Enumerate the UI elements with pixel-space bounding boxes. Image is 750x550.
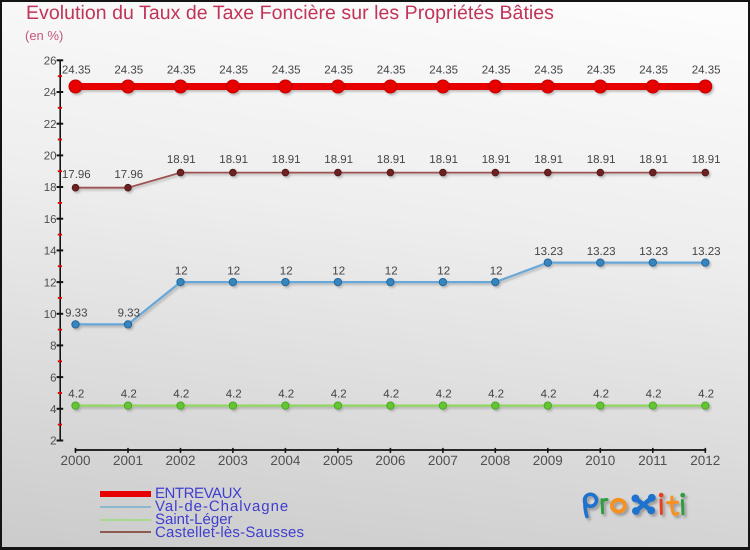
- svg-text:18.91: 18.91: [587, 154, 616, 166]
- svg-text:2000: 2000: [60, 453, 90, 468]
- svg-text:24.35: 24.35: [167, 65, 196, 77]
- svg-text:18.91: 18.91: [377, 154, 406, 166]
- svg-text:4.2: 4.2: [226, 388, 242, 400]
- svg-text:12: 12: [280, 265, 293, 277]
- svg-text:13.23: 13.23: [639, 246, 668, 258]
- svg-text:4: 4: [50, 404, 57, 416]
- svg-text:4.2: 4.2: [121, 388, 137, 400]
- svg-text:4.2: 4.2: [436, 388, 452, 400]
- svg-text:24: 24: [44, 87, 57, 99]
- svg-text:12: 12: [175, 265, 188, 277]
- svg-text:10: 10: [44, 309, 57, 321]
- svg-text:12: 12: [44, 277, 57, 289]
- svg-text:2001: 2001: [113, 453, 143, 468]
- svg-text:12: 12: [490, 265, 503, 277]
- svg-text:12: 12: [437, 265, 450, 277]
- svg-text:4.2: 4.2: [593, 388, 609, 400]
- svg-text:18.91: 18.91: [272, 154, 301, 166]
- svg-text:4.2: 4.2: [646, 388, 662, 400]
- svg-text:13.23: 13.23: [534, 246, 563, 258]
- svg-text:18.91: 18.91: [692, 154, 721, 166]
- svg-text:24.35: 24.35: [692, 65, 721, 77]
- svg-text:8: 8: [50, 341, 56, 353]
- svg-text:20: 20: [44, 151, 57, 163]
- svg-text:2008: 2008: [480, 453, 510, 468]
- svg-text:12: 12: [332, 265, 345, 277]
- svg-text:24.35: 24.35: [587, 65, 616, 77]
- svg-text:6: 6: [50, 372, 56, 384]
- svg-text:9.33: 9.33: [118, 308, 140, 320]
- svg-text:14: 14: [44, 246, 57, 258]
- svg-text:24.35: 24.35: [324, 65, 353, 77]
- svg-text:22: 22: [44, 119, 57, 131]
- svg-text:18.91: 18.91: [429, 154, 458, 166]
- svg-text:24.35: 24.35: [219, 65, 248, 77]
- svg-text:24.35: 24.35: [62, 65, 91, 77]
- svg-text:2002: 2002: [165, 453, 195, 468]
- svg-text:4.2: 4.2: [278, 388, 294, 400]
- svg-text:9.33: 9.33: [65, 308, 87, 320]
- svg-text:18.91: 18.91: [534, 154, 563, 166]
- svg-text:17.96: 17.96: [62, 169, 91, 181]
- svg-text:2003: 2003: [218, 453, 248, 468]
- svg-text:24.35: 24.35: [639, 65, 668, 77]
- svg-text:2: 2: [50, 436, 56, 448]
- svg-text:18.91: 18.91: [324, 154, 353, 166]
- svg-text:18.91: 18.91: [482, 154, 511, 166]
- svg-text:2012: 2012: [690, 453, 720, 468]
- svg-text:4.2: 4.2: [173, 388, 189, 400]
- svg-text:24.35: 24.35: [482, 65, 511, 77]
- svg-text:24.35: 24.35: [534, 65, 563, 77]
- svg-text:16: 16: [44, 214, 57, 226]
- svg-text:4.2: 4.2: [541, 388, 557, 400]
- svg-text:24.35: 24.35: [377, 65, 406, 77]
- svg-text:18.91: 18.91: [639, 154, 668, 166]
- svg-text:24.35: 24.35: [114, 65, 143, 77]
- svg-text:2004: 2004: [270, 453, 301, 468]
- svg-text:2007: 2007: [428, 453, 458, 468]
- svg-text:18.91: 18.91: [167, 154, 196, 166]
- svg-text:2005: 2005: [323, 453, 353, 468]
- svg-text:17.96: 17.96: [114, 169, 143, 181]
- svg-text:13.23: 13.23: [587, 246, 616, 258]
- svg-text:18.91: 18.91: [219, 154, 248, 166]
- svg-text:2006: 2006: [375, 453, 405, 468]
- svg-text:12: 12: [227, 265, 240, 277]
- svg-text:4.2: 4.2: [68, 388, 84, 400]
- svg-text:24.35: 24.35: [272, 65, 301, 77]
- svg-text:4.2: 4.2: [488, 388, 504, 400]
- svg-text:2010: 2010: [585, 453, 615, 468]
- svg-text:4.2: 4.2: [698, 388, 714, 400]
- svg-text:24.35: 24.35: [429, 65, 458, 77]
- svg-text:13.23: 13.23: [692, 246, 721, 258]
- svg-text:26: 26: [44, 56, 57, 68]
- svg-text:4.2: 4.2: [383, 388, 399, 400]
- svg-text:2011: 2011: [638, 453, 667, 468]
- svg-text:12: 12: [385, 265, 398, 277]
- svg-text:18: 18: [44, 182, 57, 194]
- svg-text:2009: 2009: [533, 453, 563, 468]
- svg-text:4.2: 4.2: [331, 388, 347, 400]
